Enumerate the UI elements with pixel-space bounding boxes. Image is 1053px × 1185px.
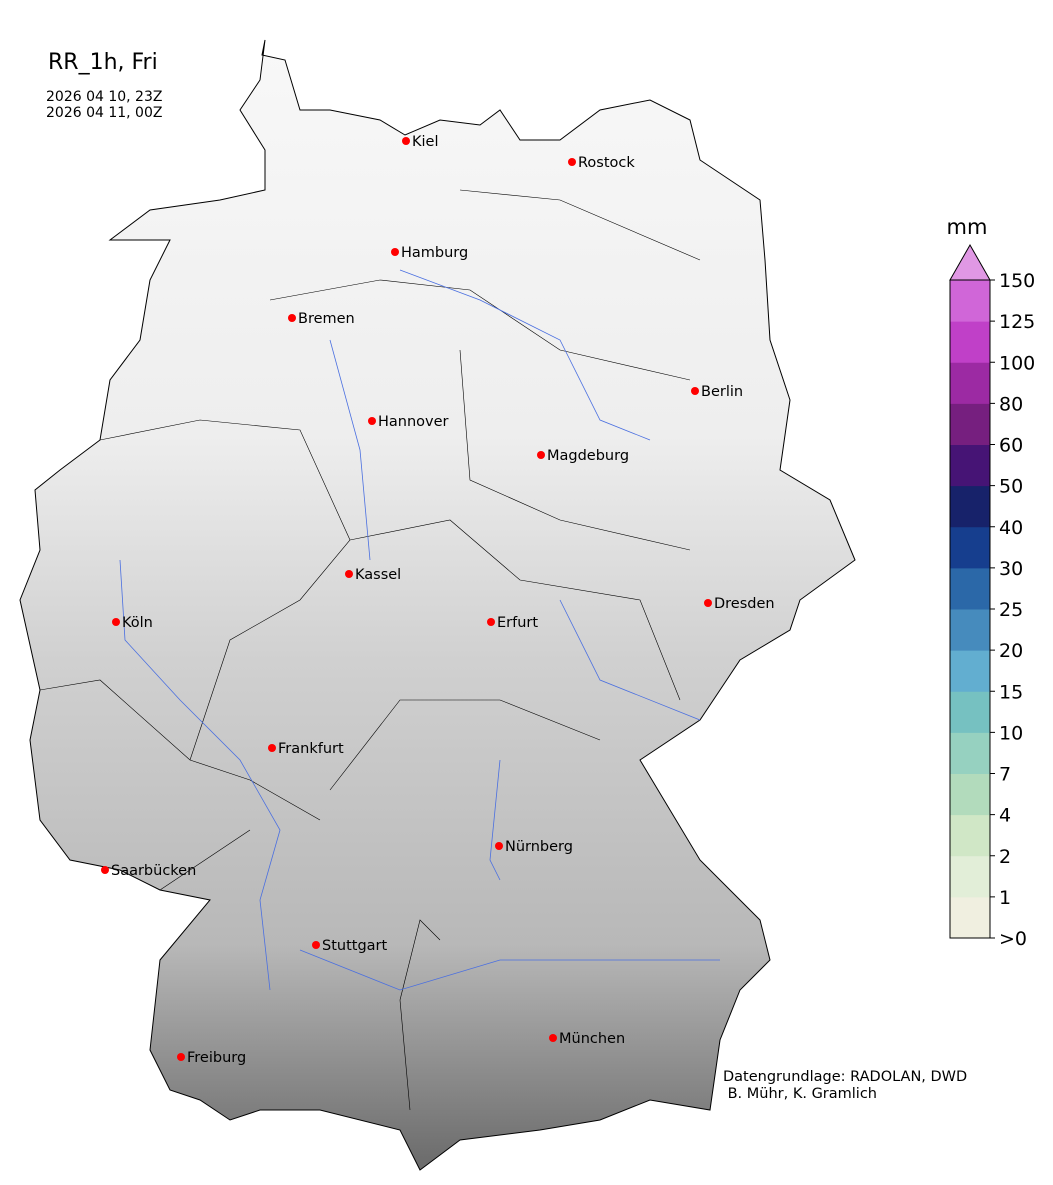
colorbar-tick-label: 50 [999,476,1023,498]
colorbar-tick-label: 4 [999,805,1011,827]
city-label: Hamburg [401,245,468,261]
map-title: RR_1h, Fri [48,50,158,75]
rivers [119,269,720,991]
city-dot [549,1034,557,1042]
colorbar-bin [950,444,990,487]
city-label: Erfurt [497,615,538,631]
city-marker: Frankfurt [268,741,344,757]
city-label: Kiel [412,134,439,150]
time-start: 2026 04 10, 23Z [46,89,163,105]
colorbar-tick-label: 100 [999,352,1035,374]
colorbar-tick-label: 80 [999,393,1023,415]
city-label: Hannover [378,414,449,430]
colorbar-extend-arrow [949,243,991,281]
city-dot [391,248,399,256]
colorbar: >0 1 2 4 7 10 15 20 25 30 40 50 60 80 100 125 150 mm [947,215,1036,950]
city-marker: Berlin [691,384,743,400]
city-dot [691,387,699,395]
city-dot [704,599,712,607]
credits-line1: Datengrundlage: RADOLAN, DWD [723,1069,968,1085]
city-label: Nürnberg [505,839,573,855]
colorbar-bin [950,485,990,528]
colorbar-tick-label: 125 [999,311,1035,333]
colorbar-bin [950,773,990,816]
city-marker: Freiburg [177,1050,246,1066]
city-dot [495,842,503,850]
colorbar-tick-label: 60 [999,435,1023,457]
colorbar-tick-label: 150 [999,270,1035,292]
city-marker: Erfurt [487,615,538,631]
city-marker: Hamburg [391,245,468,261]
credits-line2: B. Mühr, K. Gramlich [723,1086,877,1102]
city-dot [537,451,545,459]
city-marker: Saarbücken [101,863,196,879]
city-dot [177,1053,185,1061]
colorbar-bin [950,650,990,692]
city-label: Dresden [714,596,775,612]
city-label: Freiburg [187,1050,246,1066]
city-marker: Bremen [288,311,355,327]
colorbar-unit: mm [947,215,988,239]
city-marker: Dresden [704,596,775,612]
colorbar-bin [950,691,990,733]
city-dot [288,314,296,322]
colorbar-tick-label: >0 [999,928,1027,950]
colorbar-bin [950,896,990,939]
city-marker: Hannover [368,414,449,430]
colorbar-tick-label: 15 [999,681,1023,703]
city-marker: Nürnberg [495,839,573,855]
colorbar-bin [950,814,990,857]
city-label: München [559,1031,625,1047]
cities-layer: Kiel Rostock Hamburg Bremen Berlin Hannover Ma… [101,134,775,1066]
colorbar-bin [950,321,990,363]
colorbar-bin [950,567,990,610]
city-marker: Rostock [568,155,635,171]
city-dot [112,618,120,626]
city-dot [101,866,109,874]
colorbar-bin [950,732,990,774]
city-label: Saarbücken [111,863,196,879]
colorbar-tick-label: 25 [999,599,1023,621]
colorbar-bin [950,855,990,898]
colorbar-bin [950,280,990,322]
colorbar-tick-label: 40 [999,517,1023,539]
colorbar-tick-label: 7 [999,764,1011,786]
germany-outline [19,39,856,1171]
city-label: Berlin [701,384,743,400]
city-label: Rostock [578,155,635,171]
colorbar-bin [950,526,990,569]
state-borders [39,189,701,1111]
credits: Datengrundlage: RADOLAN, DWD B. Mühr, K.… [723,1069,967,1103]
city-dot [568,158,576,166]
colorbar-bin [950,362,990,404]
city-label: Magdeburg [547,448,629,464]
city-dot [368,417,376,425]
city-marker: München [549,1031,625,1047]
colorbar-tick-label: 2 [999,846,1011,868]
colorbar-tick-label: 30 [999,558,1023,580]
city-marker: Köln [112,615,153,631]
city-label: Stuttgart [322,938,388,954]
city-marker: Kassel [345,567,401,583]
colorbar-bin [950,403,990,445]
city-marker: Magdeburg [537,448,629,464]
colorbar-tick-label: 1 [999,887,1011,909]
time-end: 2026 04 11, 00Z [46,105,163,121]
city-label: Kassel [355,567,401,583]
city-dot [487,618,495,626]
colorbar-tick-label: 10 [999,722,1023,744]
city-marker: Stuttgart [312,938,388,954]
city-label: Bremen [298,311,355,327]
city-dot [345,570,353,578]
city-dot [312,941,320,949]
city-label: Köln [122,615,153,631]
city-dot [268,744,276,752]
city-dot [402,137,410,145]
city-marker: Kiel [402,134,439,150]
colorbar-bin [950,609,990,651]
colorbar-tick-label: 20 [999,640,1023,662]
city-label: Frankfurt [278,741,344,757]
